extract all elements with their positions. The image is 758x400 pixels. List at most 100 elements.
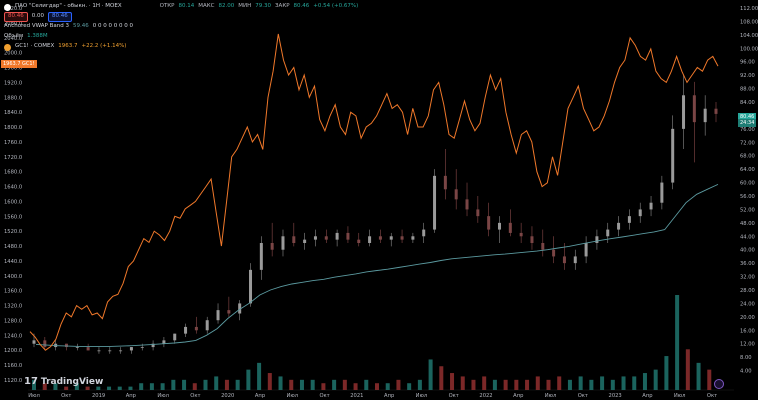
volume-value: 1.388M bbox=[27, 33, 48, 40]
tradingview-icon: 17 bbox=[24, 376, 38, 387]
volume-bar bbox=[417, 379, 422, 390]
indicator-row[interactable]: Anchored VWAP Band 3 59.46 0 0 0 0 0 0 0… bbox=[4, 22, 358, 32]
volume-bar bbox=[471, 379, 476, 390]
x-axis-label: Апр bbox=[384, 393, 395, 399]
volume-bar bbox=[632, 376, 637, 390]
volume-bar bbox=[535, 376, 540, 390]
volume-bar bbox=[139, 383, 144, 390]
volume-bar bbox=[32, 379, 36, 390]
volume-bar bbox=[278, 376, 283, 390]
ticker-logo-icon bbox=[4, 3, 11, 11]
right-axis-tick: 84.00 bbox=[740, 100, 755, 106]
gold-line bbox=[29, 33, 719, 351]
candle-body bbox=[552, 249, 556, 257]
volume-bar bbox=[439, 366, 444, 390]
candle-body bbox=[389, 236, 393, 240]
volume-bar bbox=[332, 379, 337, 390]
volume-bar bbox=[149, 383, 154, 390]
right-axis-tick: 28.00 bbox=[740, 288, 755, 294]
right-axis-tick: 44.00 bbox=[740, 234, 755, 240]
left-gold-symbol-badge: GC1! bbox=[20, 60, 37, 68]
x-axis-label: Апр bbox=[126, 393, 137, 399]
left-axis-tick: 1160.0 bbox=[4, 363, 22, 369]
left-axis-tick: 2040.0 bbox=[4, 36, 22, 42]
volume-bar bbox=[567, 379, 572, 390]
indicator-zeros: 0 0 0 0 0 0 0 0 bbox=[92, 23, 133, 30]
left-axis-tick: 1600.0 bbox=[4, 199, 22, 205]
x-axis-label: 2022 bbox=[479, 393, 492, 399]
left-axis-tick: 2000.0 bbox=[4, 51, 22, 57]
right-axis-tick: 56.00 bbox=[740, 194, 755, 200]
compare-row[interactable]: GC1! · COMEX 1963.7 +22.2 (+1.14%) bbox=[4, 42, 358, 52]
left-axis-tick: 1880.0 bbox=[4, 95, 22, 101]
sell-button[interactable]: 80.46 bbox=[4, 12, 28, 22]
buy-button[interactable]: 80.46 bbox=[48, 12, 72, 22]
volume-bar bbox=[192, 383, 197, 390]
volume-bar bbox=[117, 386, 122, 390]
candle-body bbox=[411, 236, 415, 240]
right-axis-tick: 96.00 bbox=[740, 60, 755, 66]
left-axis-tick: 1800.0 bbox=[4, 125, 22, 131]
candle-body bbox=[227, 310, 231, 314]
volume-bar bbox=[299, 379, 304, 390]
x-axis-label: 2023 bbox=[609, 393, 622, 399]
left-axis-tick: 1920.0 bbox=[4, 80, 22, 86]
x-axis-label: Июл bbox=[416, 393, 428, 399]
tradingview-logo[interactable]: 17 TradingView bbox=[24, 376, 103, 387]
volume-bar bbox=[600, 376, 605, 390]
candle-body bbox=[433, 175, 437, 230]
x-axis-label: 2020 bbox=[221, 393, 234, 399]
candle-body bbox=[400, 236, 404, 240]
volume-bar bbox=[696, 362, 701, 390]
indicator-label: Anchored VWAP Band 3 bbox=[4, 23, 69, 30]
volume-bar bbox=[246, 369, 251, 390]
right-axis-tick: 72.00 bbox=[740, 140, 755, 146]
left-axis-tick: 2120.0 bbox=[4, 6, 22, 12]
volume-bar bbox=[460, 376, 465, 390]
x-axis-label: Окт bbox=[449, 393, 459, 399]
right-axis-tick: 40.00 bbox=[740, 248, 755, 254]
candle-body bbox=[714, 108, 718, 114]
x-axis-label: Июл bbox=[286, 393, 298, 399]
volume-bar bbox=[503, 379, 508, 390]
volume-row[interactable]: Объём 1.388M bbox=[4, 32, 358, 42]
candle-body bbox=[476, 209, 480, 217]
symbol-title[interactable]: ПАО "Селигдар" - обыкн. · 1Н · MOEX bbox=[15, 3, 122, 10]
volume-bar bbox=[450, 373, 455, 390]
volume-bar bbox=[642, 373, 647, 390]
ohlc-high-value: 82.00 bbox=[218, 3, 235, 10]
volume-bar bbox=[525, 379, 530, 390]
left-axis-tick: 1720.0 bbox=[4, 155, 22, 161]
candle-body bbox=[335, 232, 339, 240]
volume-bar bbox=[407, 383, 412, 390]
right-time-badge: 24:34 bbox=[738, 119, 756, 127]
candle-body bbox=[140, 347, 144, 348]
left-axis-tick: 1240.0 bbox=[4, 333, 22, 339]
candle-body bbox=[32, 340, 36, 344]
x-axis-label: Июл bbox=[157, 393, 169, 399]
volume-bar bbox=[342, 379, 347, 390]
volume-bar bbox=[664, 356, 669, 390]
candle-body bbox=[162, 340, 166, 344]
volume-bar bbox=[557, 376, 562, 390]
x-axis-label: Окт bbox=[61, 393, 71, 399]
left-gold-price-badge: 1963.7 bbox=[1, 60, 23, 68]
candle-body bbox=[638, 209, 642, 217]
ohlc-change: +0.54 (+0.67%) bbox=[313, 3, 359, 10]
candle-body bbox=[64, 343, 68, 348]
volume-bar bbox=[375, 383, 379, 390]
volume-bar bbox=[675, 295, 680, 390]
chart-settings-icon[interactable] bbox=[714, 379, 724, 389]
candle-body bbox=[184, 326, 188, 334]
candle-body bbox=[671, 128, 675, 183]
volume-bar bbox=[267, 373, 272, 390]
left-axis-tick: 1760.0 bbox=[4, 140, 22, 146]
right-axis-tick: 48.00 bbox=[740, 221, 755, 227]
volume-bar bbox=[428, 359, 433, 390]
volume-bar bbox=[85, 386, 90, 390]
volume-bar bbox=[482, 376, 487, 390]
candle-body bbox=[443, 175, 447, 190]
volume-bar bbox=[64, 386, 69, 390]
right-axis-tick: 60.00 bbox=[740, 181, 755, 187]
